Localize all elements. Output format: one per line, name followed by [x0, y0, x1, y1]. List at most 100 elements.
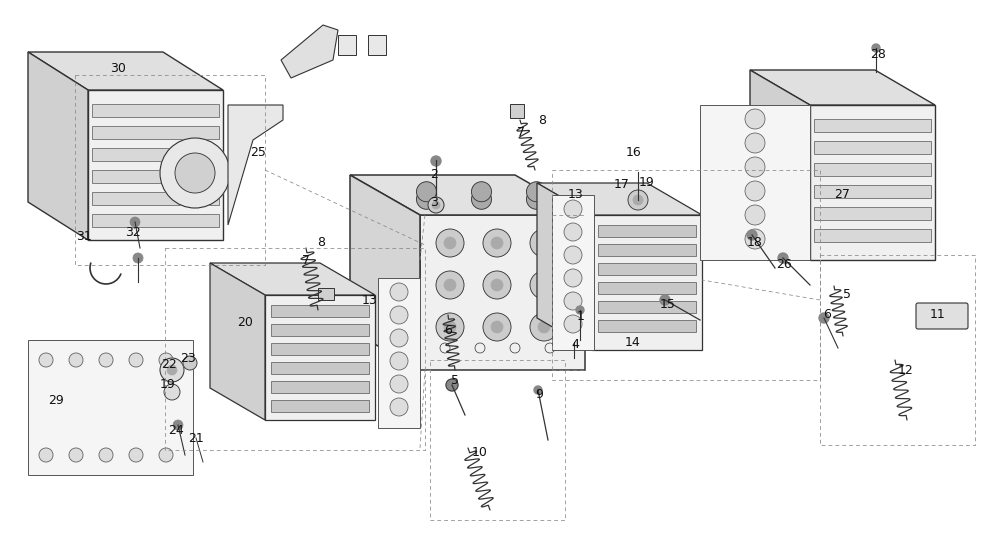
Circle shape [526, 189, 546, 209]
Circle shape [129, 353, 143, 367]
Text: 11: 11 [930, 308, 946, 322]
Circle shape [431, 156, 441, 166]
Polygon shape [210, 263, 375, 295]
Circle shape [819, 313, 829, 323]
Text: 6: 6 [444, 324, 452, 337]
Polygon shape [28, 52, 223, 90]
Circle shape [483, 271, 511, 299]
Polygon shape [318, 288, 334, 300]
Text: 10: 10 [472, 446, 488, 459]
FancyBboxPatch shape [814, 185, 931, 198]
Circle shape [390, 352, 408, 370]
Polygon shape [338, 35, 356, 55]
Circle shape [167, 365, 177, 375]
Text: 31: 31 [76, 231, 92, 244]
FancyBboxPatch shape [271, 400, 369, 412]
Text: 29: 29 [48, 393, 64, 406]
Circle shape [564, 292, 582, 310]
FancyBboxPatch shape [598, 320, 696, 332]
Circle shape [564, 269, 582, 287]
Circle shape [747, 230, 757, 240]
Circle shape [530, 313, 558, 341]
Circle shape [133, 253, 143, 263]
Text: 30: 30 [110, 61, 126, 75]
Text: 15: 15 [660, 299, 676, 312]
Text: 17: 17 [614, 178, 630, 191]
FancyBboxPatch shape [598, 301, 696, 313]
FancyBboxPatch shape [92, 214, 219, 227]
Circle shape [175, 153, 215, 193]
Circle shape [472, 182, 492, 202]
Circle shape [159, 448, 173, 462]
FancyBboxPatch shape [92, 192, 219, 205]
Text: 25: 25 [250, 145, 266, 158]
FancyBboxPatch shape [271, 343, 369, 355]
Text: 32: 32 [125, 226, 141, 238]
Polygon shape [552, 195, 594, 350]
Circle shape [660, 295, 670, 305]
Circle shape [872, 44, 880, 52]
Text: 14: 14 [625, 336, 641, 349]
Circle shape [444, 279, 456, 291]
FancyBboxPatch shape [271, 381, 369, 393]
Circle shape [446, 379, 458, 391]
Circle shape [444, 237, 456, 249]
Circle shape [633, 195, 643, 205]
FancyBboxPatch shape [92, 126, 219, 139]
Text: 3: 3 [430, 195, 438, 208]
Circle shape [444, 321, 456, 333]
Circle shape [436, 313, 464, 341]
Text: 20: 20 [237, 316, 253, 329]
Circle shape [99, 353, 113, 367]
Text: 19: 19 [160, 379, 176, 392]
Circle shape [436, 229, 464, 257]
FancyBboxPatch shape [92, 104, 219, 117]
Circle shape [39, 448, 53, 462]
Circle shape [130, 217, 140, 227]
FancyBboxPatch shape [271, 305, 369, 317]
Circle shape [390, 398, 408, 416]
Text: 13: 13 [362, 294, 378, 306]
FancyBboxPatch shape [814, 229, 931, 242]
Polygon shape [750, 70, 810, 260]
FancyBboxPatch shape [92, 170, 219, 183]
Polygon shape [537, 183, 592, 350]
Circle shape [745, 133, 765, 153]
Text: 5: 5 [843, 288, 851, 301]
Circle shape [745, 229, 765, 249]
Circle shape [538, 321, 550, 333]
Circle shape [159, 353, 173, 367]
Circle shape [390, 375, 408, 393]
Polygon shape [265, 295, 375, 420]
Text: 7: 7 [302, 254, 310, 267]
Circle shape [69, 448, 83, 462]
Circle shape [436, 271, 464, 299]
FancyBboxPatch shape [814, 163, 931, 176]
Circle shape [745, 109, 765, 129]
Text: 4: 4 [571, 338, 579, 351]
FancyBboxPatch shape [598, 263, 696, 275]
FancyBboxPatch shape [271, 362, 369, 374]
Text: 9: 9 [535, 388, 543, 401]
Text: 7: 7 [517, 126, 525, 139]
Polygon shape [810, 105, 935, 260]
Circle shape [530, 271, 558, 299]
Text: 5: 5 [451, 374, 459, 386]
Circle shape [483, 313, 511, 341]
Circle shape [745, 181, 765, 201]
Text: 23: 23 [180, 351, 196, 364]
Circle shape [160, 358, 184, 382]
Circle shape [416, 189, 436, 209]
Circle shape [538, 237, 550, 249]
Polygon shape [350, 175, 585, 215]
Circle shape [491, 279, 503, 291]
Circle shape [390, 283, 408, 301]
Text: 16: 16 [626, 145, 642, 158]
Polygon shape [210, 263, 265, 420]
Polygon shape [592, 215, 702, 350]
Text: 13: 13 [568, 189, 584, 201]
Circle shape [534, 386, 542, 394]
Circle shape [390, 306, 408, 324]
Text: 18: 18 [747, 237, 763, 250]
Circle shape [628, 190, 648, 210]
